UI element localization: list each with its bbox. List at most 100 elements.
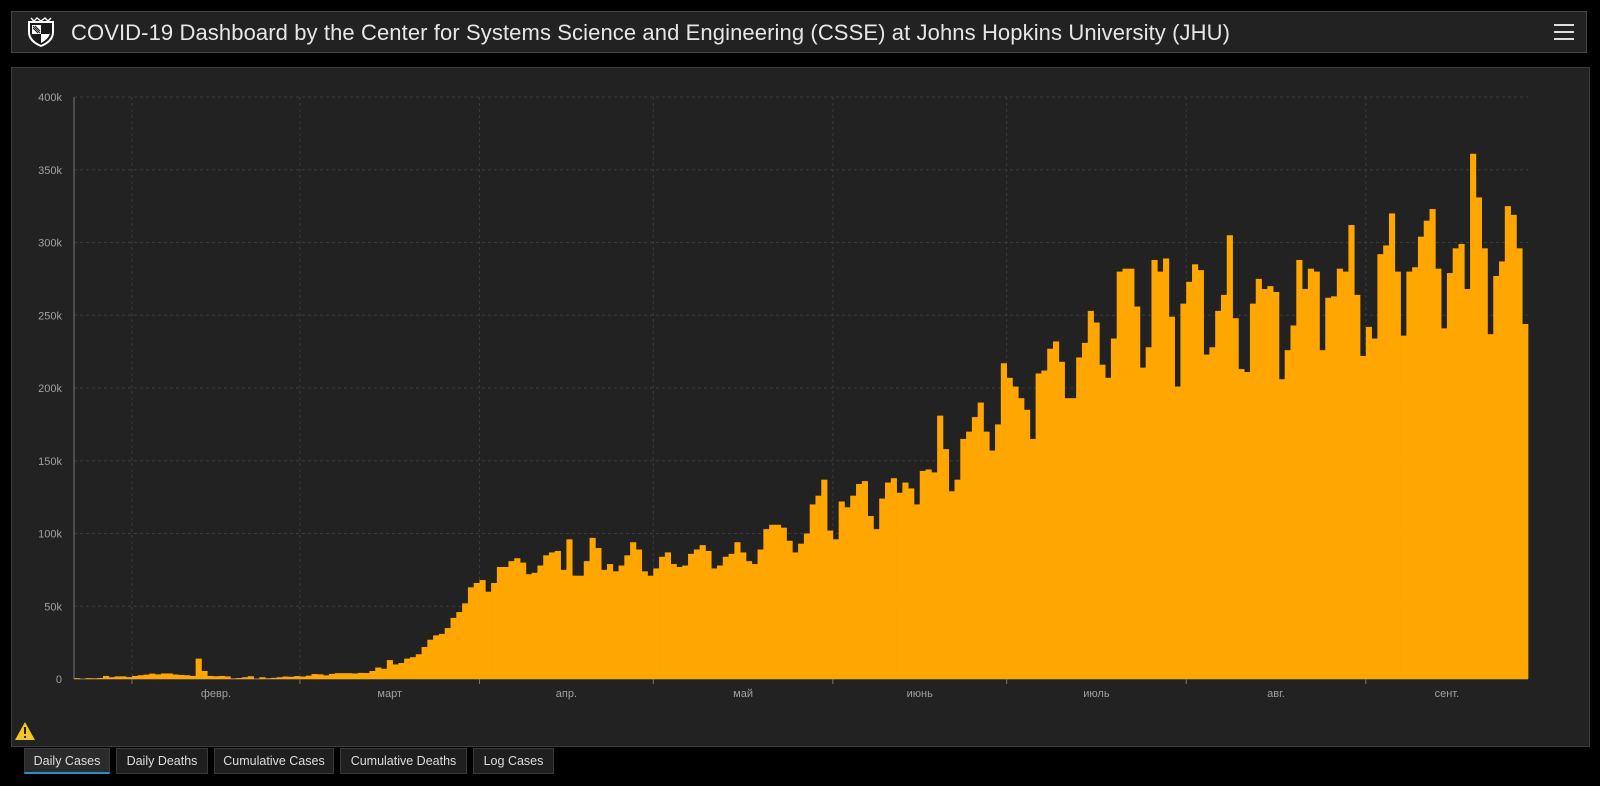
y-tick-label: 250k <box>38 310 62 322</box>
bar <box>815 495 822 679</box>
bar <box>1047 348 1054 679</box>
bar <box>560 569 567 680</box>
bar <box>1186 281 1193 679</box>
bar <box>896 492 903 679</box>
bar <box>1018 398 1025 679</box>
bar <box>1099 364 1106 679</box>
bar <box>340 673 347 679</box>
bar <box>1435 268 1442 679</box>
bar <box>525 574 532 679</box>
warning-triangle-icon[interactable] <box>14 721 36 741</box>
bar <box>1360 355 1367 679</box>
bar <box>1249 303 1257 679</box>
bar <box>172 674 179 679</box>
bar <box>357 672 364 679</box>
bar <box>404 658 411 679</box>
bar <box>670 564 677 679</box>
bar <box>1423 220 1430 679</box>
bar <box>624 555 631 679</box>
bar <box>589 537 596 679</box>
bar <box>207 675 214 679</box>
bar <box>809 504 816 679</box>
bar <box>873 529 880 679</box>
bar <box>977 402 984 679</box>
bar <box>1458 243 1465 679</box>
bar <box>659 556 666 679</box>
bar <box>467 587 475 679</box>
bar <box>769 524 776 679</box>
bar <box>108 677 115 679</box>
bar <box>259 677 266 679</box>
daily-cases-chart[interactable]: 0 50k 100k 150k 200k 250k 300k 350k 400k февр. мар… <box>12 68 1589 746</box>
tab-daily-cases[interactable]: Daily Cases <box>24 748 110 774</box>
bar <box>1139 367 1147 679</box>
bar <box>1354 294 1361 679</box>
bar <box>577 575 585 679</box>
bar <box>601 569 608 680</box>
bar <box>1441 328 1448 679</box>
bar <box>995 424 1002 680</box>
bar <box>184 675 191 679</box>
hamburger-menu-icon[interactable] <box>1554 22 1574 42</box>
bar <box>1122 268 1129 679</box>
bar <box>1024 409 1031 679</box>
bar <box>288 676 295 679</box>
bar <box>1168 316 1175 679</box>
bar <box>363 673 370 679</box>
bar <box>1058 361 1065 679</box>
bar <box>520 562 527 679</box>
bar <box>1290 325 1297 679</box>
bar <box>1470 153 1477 679</box>
y-tick-label: 50k <box>44 601 62 613</box>
bar <box>1000 363 1007 679</box>
bar <box>850 495 857 679</box>
bar <box>120 676 127 679</box>
bar <box>438 633 446 679</box>
bar <box>763 529 770 679</box>
bar <box>885 482 892 679</box>
bar <box>1215 310 1222 679</box>
bar <box>201 671 208 679</box>
tab-cumulative-deaths[interactable]: Cumulative Deaths <box>340 748 467 774</box>
bar <box>821 479 828 679</box>
bar <box>1012 386 1019 679</box>
bar <box>1394 271 1401 679</box>
bar <box>1035 373 1042 679</box>
bar <box>1348 225 1355 680</box>
bar <box>1238 369 1245 679</box>
bar <box>1475 197 1482 679</box>
bar <box>1487 334 1494 679</box>
bar <box>1365 326 1372 679</box>
bar <box>392 664 399 679</box>
bar <box>1522 323 1529 679</box>
bar <box>386 660 393 679</box>
bar <box>635 549 643 679</box>
x-tick-label: март <box>377 688 402 700</box>
y-tick-label: 300k <box>38 238 62 250</box>
bar <box>1128 268 1135 679</box>
bar <box>780 527 787 679</box>
bar <box>450 617 457 679</box>
bar <box>1052 341 1060 679</box>
bar <box>572 575 579 679</box>
bar <box>937 415 944 679</box>
tab-log-cases[interactable]: Log Cases <box>473 748 554 774</box>
bar <box>1406 271 1413 679</box>
bar <box>1081 342 1089 679</box>
bar <box>827 530 834 679</box>
tab-cumulative-cases[interactable]: Cumulative Cases <box>214 748 334 774</box>
bar <box>612 571 619 679</box>
bar <box>1377 254 1384 679</box>
tab-daily-deaths[interactable]: Daily Deaths <box>116 748 208 774</box>
bar <box>705 550 712 679</box>
bar <box>844 507 851 679</box>
bar <box>137 675 144 679</box>
bar <box>97 677 104 679</box>
bar <box>1203 354 1210 679</box>
bar <box>369 671 376 679</box>
bar <box>334 673 341 679</box>
bar <box>693 549 700 679</box>
x-tick-label: июль <box>1083 688 1110 700</box>
bar <box>1313 271 1320 679</box>
bar <box>798 543 805 679</box>
